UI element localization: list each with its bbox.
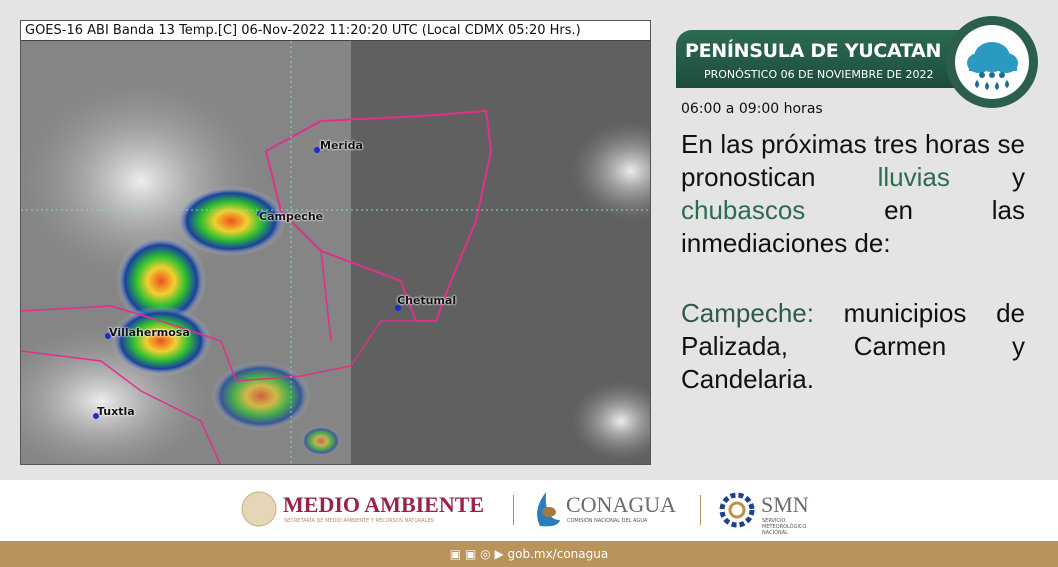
conagua-logo: CONAGUA [566, 492, 676, 517]
conagua-subtitle: COMISIÓN NACIONAL DEL AGUA [567, 518, 648, 524]
state-name: Campeche: [681, 298, 814, 328]
intro-text: En las próximas tres horas se pronostica… [681, 129, 1025, 192]
medio-ambiente-subtitle: SECRETARÍA DE MEDIO AMBIENTE Y RECURSOS … [284, 518, 434, 524]
intro-text-end: en las inmediaciones de: [681, 195, 1025, 258]
city-label-chetumal: Chetumal [397, 294, 457, 307]
social-bar: ▣ ▣ ◎ ▶ gob.mx/conagua [0, 541, 1058, 567]
satellite-map: GOES-16 ABI Banda 13 Temp.[C] 06-Nov-202… [20, 20, 651, 465]
forecast-areas: Campeche: municipios de Palizada, Carmen… [681, 297, 1025, 396]
city-label-tuxtla: Tuxtla [97, 405, 135, 418]
chubascos-highlight: chubascos [681, 195, 806, 225]
youtube-icon[interactable]: ▶ [494, 547, 504, 561]
forecast-date: PRONÓSTICO 06 DE NOVIEMBRE DE 2022 [704, 68, 934, 81]
lluvias-highlight: lluvias [877, 162, 950, 192]
smn-icon [719, 492, 755, 528]
footer-logos: MEDIO AMBIENTE SECRETARÍA DE MEDIO AMBIE… [0, 480, 1058, 541]
region-title: PENÍNSULA DE YUCATAN [685, 40, 942, 62]
forecast-intro: En las próximas tres horas se pronostica… [681, 128, 1025, 260]
medio-ambiente-logo: MEDIO AMBIENTE [283, 492, 485, 517]
satellite-imagery [21, 21, 650, 464]
divider [513, 495, 514, 525]
map-caption: GOES-16 ABI Banda 13 Temp.[C] 06-Nov-202… [21, 21, 650, 41]
municipalities-list: municipios de Palizada, Carmen y Candela… [681, 298, 1025, 394]
smn-logo: SMN [761, 492, 809, 517]
rain-cloud-icon [967, 42, 1018, 90]
divider [700, 495, 701, 525]
city-label-villahermosa: Villahermosa [109, 326, 190, 339]
time-range: 06:00 a 09:00 horas [681, 101, 823, 117]
conjunction: y [949, 162, 1025, 192]
facebook-icon[interactable]: ▣ [449, 547, 462, 561]
city-dot-chetumal [395, 305, 401, 311]
mexico-seal-icon [241, 491, 277, 527]
twitter-icon[interactable]: ▣ [464, 547, 477, 561]
conagua-icon [537, 492, 560, 527]
city-dot-campeche [257, 211, 263, 217]
city-label-merida: Merida [320, 139, 363, 152]
instagram-icon[interactable]: ◎ [480, 547, 491, 561]
weather-badge [946, 16, 1038, 108]
region-banner: PENÍNSULA DE YUCATAN PRONÓSTICO 06 DE NO… [676, 30, 966, 88]
city-dot-tuxtla [93, 413, 99, 419]
city-label-campeche: Campeche [259, 210, 324, 223]
city-dot-villahermosa [105, 333, 111, 339]
website-link[interactable]: gob.mx/conagua [507, 547, 609, 561]
city-dot-merida [314, 147, 320, 153]
smn-subtitle: SERVICIO METEOROLÓGICO NACIONAL [762, 518, 807, 536]
